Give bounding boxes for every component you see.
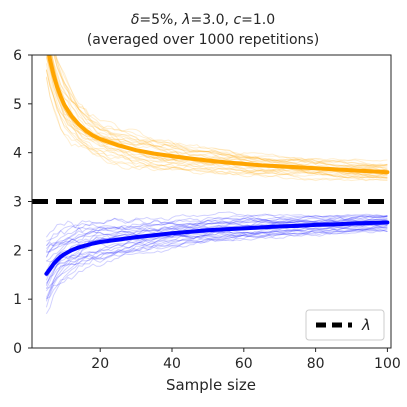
repetition-trace [45,224,388,300]
repetition-trace [45,226,388,287]
repetition-trace [45,69,388,179]
repetition-trace [54,55,388,168]
x-axis-label: Sample size [166,376,256,394]
title-lambda-symbol: λ [181,12,190,28]
repetition-trace [45,220,388,258]
repetition-trace [45,57,388,177]
x-tick-label: 100 [374,356,401,372]
repetition-trace [45,69,388,179]
y-tick-label: 0 [13,341,22,357]
title-delta-symbol: δ [131,12,140,28]
repetition-trace [45,228,388,302]
repetition-trace [45,56,388,180]
repetition-trace [55,55,388,168]
x-tick-label: 40 [163,356,181,372]
x-tick-label: 60 [235,356,253,372]
title-lambda-value: =3.0, [191,12,234,28]
repetition-trace [46,215,388,247]
y-tick-label: 6 [13,48,22,64]
repetition-trace [47,55,388,176]
legend-box [305,309,385,341]
repetition-trace [45,214,388,247]
axes: 20 40 60 80 100 0 1 2 3 4 5 6 [13,48,401,372]
y-tick-label: 3 [13,195,22,211]
repetition-trace [45,218,388,258]
series-line-blue [44,220,390,276]
repetition-trace [49,55,388,176]
repetition-trace [45,70,388,179]
repetition-trace [46,215,388,249]
repetition-trace [45,229,388,315]
repetition-trace [45,228,388,298]
y-tick-label: 4 [13,146,22,162]
repetition-trace [46,214,388,253]
title-c-value: =1.0 [241,12,275,28]
repetition-trace [46,224,388,284]
repetition-trace [45,76,388,182]
x-tick-label: 80 [307,356,325,372]
chart-title-line2: (averaged over 1000 repetitions) [87,32,319,48]
y-tick-label: 5 [13,97,22,113]
title-delta-value: =5%, [139,12,182,28]
repetition-trace [55,55,388,162]
plot-area [44,55,390,315]
repetition-trace [46,216,388,262]
repetition-trace [45,228,388,308]
repetition-trace [53,55,388,169]
legend-label-lambda: λ [361,316,371,334]
repetition-trace [45,224,388,292]
repetition-trace [45,63,388,179]
chart-title-line1: δ=5%, λ=3.0, c=1.0 [131,12,275,28]
repetition-trace [46,226,388,300]
title-c-symbol: c [233,12,241,28]
repetition-trace [46,213,388,253]
x-tick-label: 20 [91,356,109,372]
series-line-orange [47,55,390,175]
repetition-trace [45,211,388,238]
repetition-trace [45,216,388,252]
repetition-trace [51,55,388,167]
repetition-trace [45,77,388,182]
repetition-trace [46,213,388,242]
repetition-trace [53,55,388,166]
repetition-trace [54,55,388,167]
repetition-trace [51,55,388,169]
y-tick-label: 2 [13,243,22,259]
y-tick-label: 1 [13,292,22,308]
repetition-trace [50,55,388,172]
legend: λ [305,309,385,341]
